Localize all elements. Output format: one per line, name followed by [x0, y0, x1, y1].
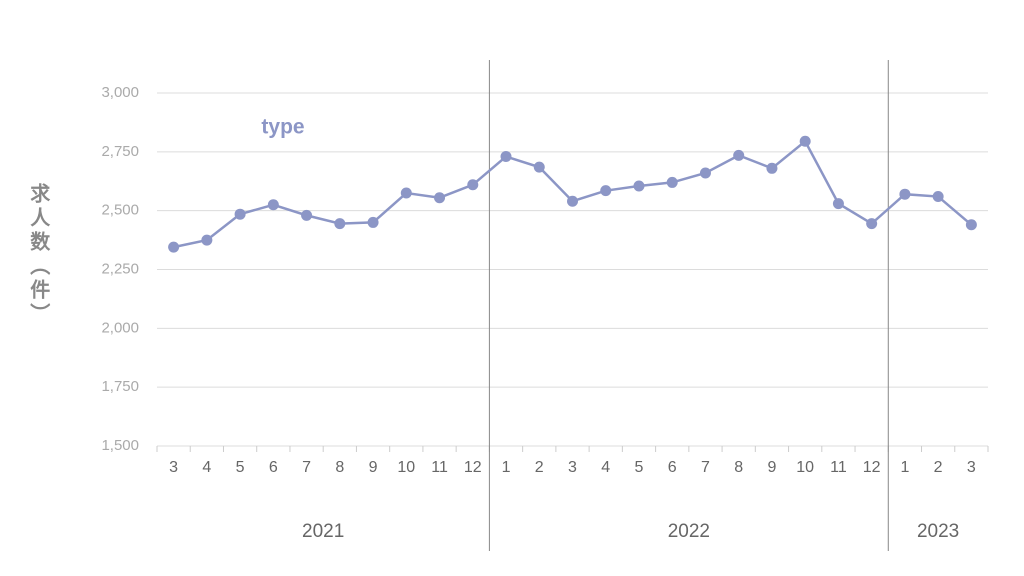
y-tick-label: 2,250: [101, 260, 139, 277]
data-point: [367, 216, 379, 228]
x-tick-label: 4: [202, 459, 211, 476]
x-tick-label: 1: [900, 459, 909, 476]
x-tick-label: 1: [502, 459, 511, 476]
data-point: [400, 187, 412, 199]
x-group-label: 2023: [917, 521, 959, 542]
x-tick-label: 12: [863, 459, 881, 476]
x-tick-label: 10: [796, 459, 814, 476]
data-point: [932, 191, 944, 203]
data-point: [334, 218, 346, 230]
y-tick-label: 1,500: [101, 437, 139, 454]
x-tick-label: 3: [568, 459, 577, 476]
y-axis-label: 求人数（件）: [27, 183, 50, 327]
x-tick-label: 7: [302, 459, 311, 476]
x-tick-label: 5: [236, 459, 245, 476]
data-point: [467, 179, 479, 191]
x-tick-label: 3: [967, 459, 976, 476]
legend-label: type: [261, 116, 304, 139]
x-tick-label: 12: [464, 459, 482, 476]
data-point: [899, 188, 911, 200]
data-point: [301, 209, 313, 221]
data-point: [866, 218, 878, 230]
data-point: [168, 241, 180, 253]
x-tick-label: 11: [830, 459, 847, 476]
data-point: [766, 162, 778, 174]
series-line: [173, 139, 973, 249]
data-point: [600, 185, 612, 197]
y-tick-label: 1,750: [101, 378, 139, 395]
x-tick-label: 3: [169, 459, 178, 476]
x-group-label: 2022: [668, 521, 710, 542]
data-point: [666, 176, 678, 188]
x-tick-label: 8: [335, 459, 344, 476]
data-point: [699, 167, 711, 179]
data-point: [733, 149, 745, 161]
x-group-label: 2021: [302, 521, 344, 542]
data-point: [799, 135, 811, 147]
data-point: [500, 151, 512, 163]
data-point: [234, 208, 246, 220]
y-tick-label: 2,500: [101, 202, 139, 219]
x-tick-label: 9: [369, 459, 378, 476]
x-tick-label: 8: [734, 459, 743, 476]
data-point: [267, 199, 279, 211]
y-tick-label: 2,000: [101, 319, 139, 336]
x-tick-label: 6: [269, 459, 278, 476]
data-point: [567, 195, 578, 207]
data-point: [533, 161, 545, 173]
x-tick-label: 10: [397, 459, 415, 476]
y-tick-label: 3,000: [101, 84, 139, 101]
y-tick-label: 2,750: [101, 143, 139, 160]
data-point: [633, 180, 645, 192]
x-tick-label: 4: [601, 459, 610, 476]
x-tick-label: 5: [635, 459, 644, 476]
x-tick-label: 7: [701, 459, 710, 476]
data-point: [434, 192, 446, 204]
x-tick-label: 11: [431, 459, 448, 476]
x-tick-label: 6: [668, 459, 677, 476]
data-point: [201, 234, 213, 246]
x-tick-label: 2: [934, 459, 943, 476]
x-tick-label: 2: [535, 459, 544, 476]
data-point: [832, 198, 844, 210]
x-tick-label: 9: [767, 459, 776, 476]
data-point: [965, 219, 977, 231]
